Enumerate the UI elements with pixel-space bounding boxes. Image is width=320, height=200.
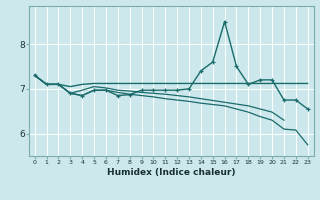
X-axis label: Humidex (Indice chaleur): Humidex (Indice chaleur) — [107, 168, 236, 177]
